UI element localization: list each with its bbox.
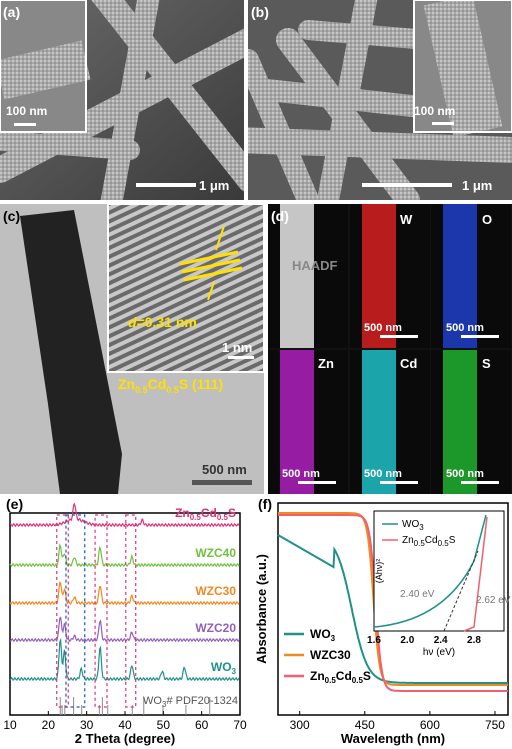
x-tick-label: 10 <box>3 718 17 732</box>
legend-label: WO3 <box>310 627 336 643</box>
eds-map-cd <box>362 350 396 494</box>
sem-image-b <box>248 0 512 200</box>
map-label-w: W <box>400 212 413 227</box>
panel-c-tem: (c) d=0.31 nm 1 nm Zn0.5Cd0.5S (111) 500… <box>0 204 264 494</box>
map-label-cd: Cd <box>400 356 418 371</box>
x-tick-label: 50 <box>157 718 171 732</box>
reference-label: WO3# PDF20-1324 <box>143 695 238 709</box>
inset-x-tick-label: 2.0 <box>400 635 414 646</box>
map-label-zn: Zn <box>318 356 334 371</box>
highlight-box <box>125 514 137 708</box>
panel-b-sem: (b) 100 nm 1 μm <box>248 0 512 200</box>
x-tick-label: 300 <box>290 718 310 732</box>
panel-d-eds: (d) HAADF W O Zn Cd S 500 nm 500 nm 500 … <box>268 204 512 494</box>
inset-x-tick-label: 2.4 <box>434 635 448 646</box>
inset-legend-label: WO3 <box>402 519 424 532</box>
x-axis-label-e: 2 Theta (degree) <box>75 731 175 746</box>
inset-x-label: hν (eV) <box>423 647 455 658</box>
eds-scale-bar <box>461 481 499 484</box>
panel-e-label: (e) <box>6 496 23 512</box>
series-label-wzc20: WZC20 <box>195 621 236 635</box>
x-tick-label: 70 <box>233 718 247 732</box>
series-line-wzc40 <box>9 543 240 568</box>
x-tick-label: 30 <box>80 718 94 732</box>
sem-image-a <box>0 0 244 200</box>
x-tick-label: 40 <box>118 718 132 732</box>
panel-c-label: (c) <box>3 208 21 224</box>
map-scale-o: 500 nm <box>446 322 484 334</box>
series-label-wzc40: WZC40 <box>195 546 236 560</box>
panel-b-scale: 1 μm <box>462 178 493 193</box>
panel-c-inset-scale: 1 nm <box>222 340 253 355</box>
legend-label: WZC30 <box>310 648 351 662</box>
x-tick-label: 20 <box>42 718 56 732</box>
map-scale-zn: 500 nm <box>282 468 320 480</box>
series-line-wzc30 <box>9 581 240 606</box>
eds-scale-bar <box>380 335 418 338</box>
inset-x-tick-label: 2.8 <box>467 635 481 646</box>
x-axis-label-f: Wavelength (nm) <box>341 731 445 746</box>
panel-b-inset-scale: 100 nm <box>414 104 456 118</box>
series-line-zn0.5cd0.5s <box>278 514 508 692</box>
map-label-s: S <box>482 356 491 371</box>
inset-tangent <box>443 550 479 632</box>
eds-maps <box>268 204 511 494</box>
panel-b-label: (b) <box>251 4 269 20</box>
series-line-zn0.5cd0.5s <box>9 502 240 528</box>
series-label-wzc30: WZC30 <box>195 584 236 598</box>
phase-label: Zn0.5Cd0.5S (111) <box>118 376 224 395</box>
eds-map-o <box>443 204 477 348</box>
map-scale-s: 500 nm <box>446 468 484 480</box>
series-line-wzc30 <box>278 512 508 686</box>
map-scale-cd: 500 nm <box>364 468 402 480</box>
d-spacing-label: d=0.31 nm <box>128 314 197 330</box>
series-label-zn0.5cd0.5s: Zn0.5Cd0.5S <box>175 506 236 522</box>
series-label-wo3: WO3 <box>211 660 237 676</box>
eds-map-zn <box>280 350 314 494</box>
inset-curve-zcs <box>463 516 488 632</box>
panel-a-scale: 1 μm <box>199 178 230 193</box>
eds-map-w <box>362 204 396 348</box>
eds-map-haadf <box>280 204 314 348</box>
plot-frame-f <box>277 502 509 716</box>
map-scale-w: 500 nm <box>364 322 402 334</box>
panel-d-label: (d) <box>271 208 289 224</box>
map-label-haadf: HAADF <box>292 258 338 273</box>
eds-scale-bar <box>380 481 418 484</box>
inset-annotation: 2.40 eV <box>400 589 435 600</box>
x-tick-label: 750 <box>485 718 505 732</box>
panel-c-scale: 500 nm <box>202 462 247 477</box>
eds-scale-bar <box>461 335 499 338</box>
absorbance-chart: (f) WO3 WZC30 Zn0.5Cd0.5S 300 450 600 750 Wavel… <box>254 496 511 746</box>
series-line-wzc20 <box>9 616 240 643</box>
legend-label: Zn0.5Cd0.5S <box>310 669 371 685</box>
inset-annotation: 2.62 eV <box>476 595 511 606</box>
x-tick-label: 60 <box>195 718 209 732</box>
inset-legend-label: Zn0.5Cd0.5S <box>402 535 456 548</box>
map-label-o: O <box>482 212 493 227</box>
eds-scale-bar <box>298 481 336 484</box>
inset-frame <box>373 510 505 632</box>
inset-y-label: (Ahν)² <box>374 559 384 584</box>
panel-f-label: (f) <box>258 496 272 512</box>
x-tick-label: 450 <box>355 718 375 732</box>
series-line-wo3 <box>277 534 508 684</box>
tem-image <box>0 204 264 494</box>
series-line-wo3 <box>9 637 240 682</box>
x-tick-label: 600 <box>420 718 440 732</box>
panel-a-sem: (a) 100 nm 1 μm <box>0 0 244 200</box>
highlight-box <box>65 514 86 708</box>
eds-map-s <box>443 350 477 494</box>
xrd-chart: (e) Zn0.5Cd0.5S WZC40 WZC30 WZC20 WO3 WO3# PD… <box>3 496 247 746</box>
panel-a-label: (a) <box>3 4 21 20</box>
plot-frame-e <box>9 512 241 716</box>
inset-x-tick-label: 1.6 <box>367 635 381 646</box>
y-axis-label-f: Absorbance (a.u.) <box>254 554 269 664</box>
panel-a-inset-scale: 100 nm <box>6 104 48 118</box>
